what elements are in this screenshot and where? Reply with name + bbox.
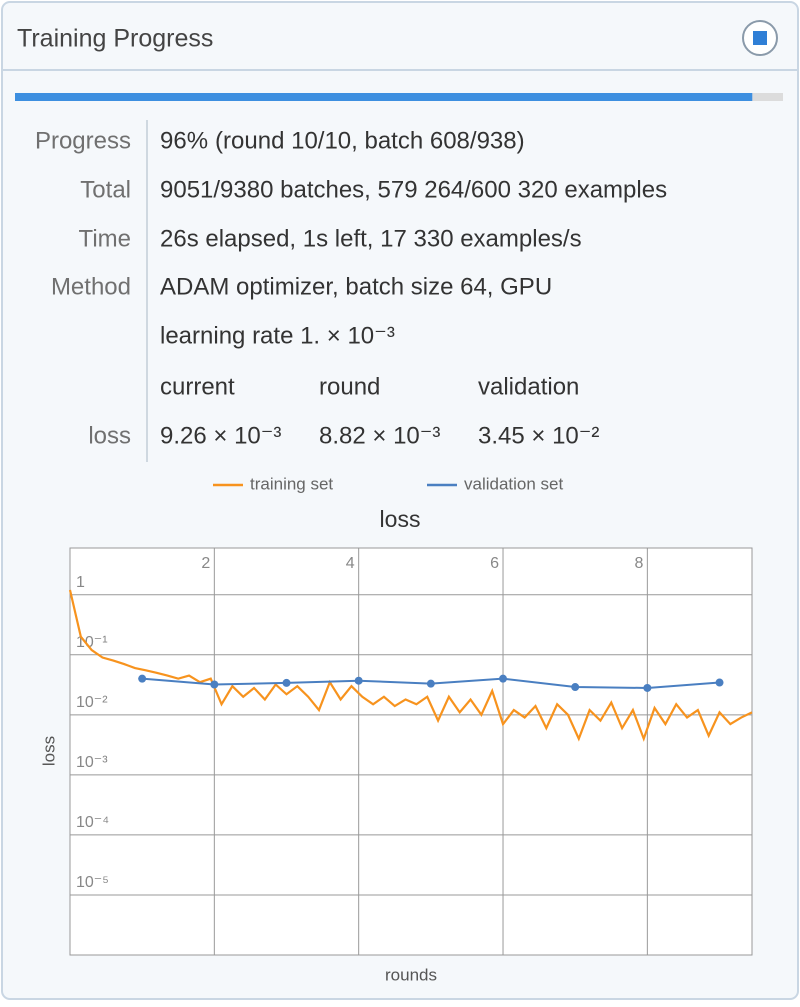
row-label: Method <box>51 273 131 300</box>
loss-value: 9.26 × 10⁻³ <box>160 422 281 449</box>
x-axis-label: rounds <box>385 965 437 984</box>
row-value: 26s elapsed, 1s left, 17 330 examples/s <box>160 225 582 252</box>
validation-point <box>499 674 508 683</box>
row-value: (round 10/10, batch 608/938) <box>215 127 525 154</box>
validation-point <box>138 674 147 683</box>
x-tick-label: 2 <box>201 555 210 572</box>
x-tick-label: 4 <box>346 555 355 572</box>
row-value: 9051/9380 batches, 579 264/600 320 examp… <box>160 176 667 203</box>
y-tick-label: 10⁻⁴ <box>76 814 109 831</box>
y-tick-label: 1 <box>76 574 85 591</box>
y-tick-label: 10⁻³ <box>76 754 108 771</box>
x-tick-label: 8 <box>634 555 643 572</box>
row-label: Total <box>80 176 131 203</box>
validation-point <box>571 683 580 692</box>
validation-point <box>282 678 291 687</box>
y-tick-label: 10⁻² <box>76 694 108 711</box>
loss-column-header: round <box>319 373 380 400</box>
stop-button[interactable] <box>742 20 778 56</box>
loss-label: loss <box>88 422 131 449</box>
x-tick-label: 6 <box>490 555 499 572</box>
series-line <box>68 589 753 742</box>
plot-area <box>69 547 753 956</box>
y-axis-label: loss <box>39 736 58 766</box>
validation-point <box>715 678 724 687</box>
loss-value: 3.45 × 10⁻² <box>478 422 599 449</box>
validation-point <box>210 680 219 689</box>
loss-column-header: current <box>160 373 235 400</box>
loss-value: 8.82 × 10⁻³ <box>319 422 440 449</box>
row-value: ADAM optimizer, batch size 64, GPU <box>160 273 552 300</box>
y-tick-label: 10⁻⁵ <box>76 874 109 891</box>
legend-label: validation set <box>464 474 564 493</box>
validation-point <box>426 679 435 688</box>
loss-column-header: validation <box>478 373 579 400</box>
row-value: learning rate 1. × 10⁻³ <box>160 322 395 349</box>
panel-title: Training Progress <box>17 25 213 53</box>
stop-icon[interactable] <box>753 31 767 45</box>
row-label: Time <box>79 225 131 252</box>
progress-fill <box>15 93 753 101</box>
progress-percent: 96% <box>160 127 208 154</box>
validation-point <box>354 676 363 685</box>
y-tick-label: 10⁻¹ <box>76 634 108 651</box>
legend-label: training set <box>250 474 333 493</box>
validation-point <box>643 683 652 692</box>
chart-title: loss <box>380 506 421 532</box>
row-label: Progress <box>35 127 131 154</box>
